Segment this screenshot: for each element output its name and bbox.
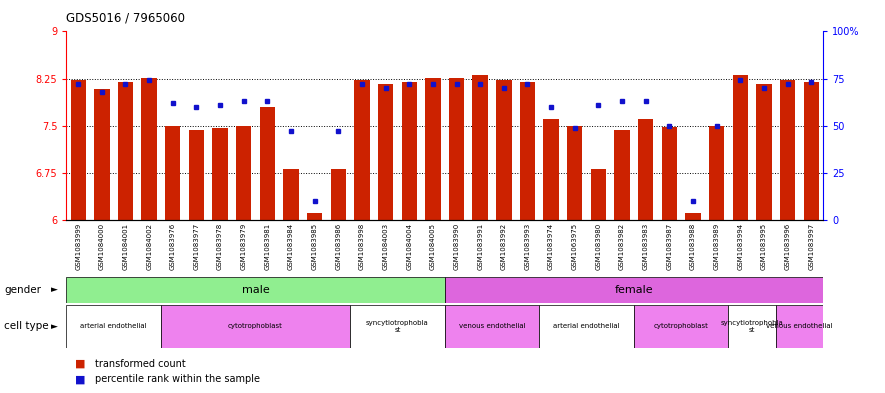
- Bar: [378, 84, 393, 220]
- Text: male: male: [242, 285, 269, 295]
- Bar: [567, 126, 582, 220]
- Bar: [780, 81, 796, 220]
- Bar: [473, 75, 488, 220]
- Bar: [638, 119, 653, 220]
- Text: GDS5016 / 7965060: GDS5016 / 7965060: [66, 12, 185, 25]
- Bar: [66, 277, 445, 303]
- Bar: [94, 89, 110, 220]
- Bar: [283, 169, 299, 220]
- Bar: [350, 305, 445, 348]
- Bar: [445, 277, 823, 303]
- Bar: [543, 119, 558, 220]
- Text: ►: ►: [51, 285, 58, 294]
- Text: cell type: cell type: [4, 321, 49, 331]
- Bar: [259, 107, 275, 220]
- Text: arterial endothelial: arterial endothelial: [553, 323, 620, 329]
- Bar: [402, 82, 417, 220]
- Bar: [189, 130, 204, 220]
- Text: gender: gender: [4, 285, 42, 295]
- Bar: [709, 126, 724, 220]
- Bar: [539, 305, 634, 348]
- Bar: [757, 84, 772, 220]
- Text: cytotrophoblast: cytotrophoblast: [654, 323, 709, 329]
- Text: cytotrophoblast: cytotrophoblast: [228, 323, 283, 329]
- Text: venous endothelial: venous endothelial: [458, 323, 526, 329]
- Bar: [161, 305, 350, 348]
- Bar: [425, 78, 441, 220]
- Bar: [662, 127, 677, 220]
- Bar: [804, 82, 819, 220]
- Text: female: female: [614, 285, 653, 295]
- Bar: [685, 213, 701, 220]
- Text: syncytiotrophobla
st: syncytiotrophobla st: [366, 320, 429, 333]
- Bar: [733, 75, 748, 220]
- Bar: [614, 130, 630, 220]
- Text: ■: ■: [75, 358, 86, 369]
- Bar: [331, 169, 346, 220]
- Bar: [496, 81, 512, 220]
- Bar: [165, 126, 181, 220]
- Bar: [71, 81, 86, 220]
- Bar: [445, 305, 539, 348]
- Bar: [449, 78, 465, 220]
- Text: arterial endothelial: arterial endothelial: [81, 323, 147, 329]
- Text: syncytiotrophobla
st: syncytiotrophobla st: [720, 320, 783, 333]
- Bar: [354, 81, 370, 220]
- Bar: [236, 126, 251, 220]
- Bar: [634, 305, 728, 348]
- Bar: [590, 169, 606, 220]
- Bar: [728, 305, 776, 348]
- Bar: [519, 82, 535, 220]
- Bar: [307, 213, 322, 220]
- Text: transformed count: transformed count: [95, 358, 186, 369]
- Bar: [212, 128, 227, 220]
- Bar: [142, 78, 157, 220]
- Bar: [118, 82, 133, 220]
- Bar: [66, 305, 161, 348]
- Bar: [776, 305, 823, 348]
- Text: venous endothelial: venous endothelial: [766, 323, 833, 329]
- Text: ■: ■: [75, 374, 86, 384]
- Text: ►: ►: [51, 322, 58, 331]
- Text: percentile rank within the sample: percentile rank within the sample: [95, 374, 259, 384]
